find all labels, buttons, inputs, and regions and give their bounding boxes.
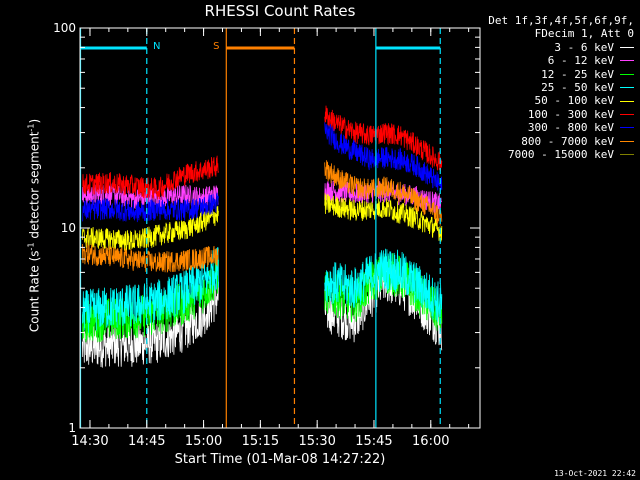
y-label-suffix: ) (27, 118, 42, 124)
y-tick-label: 100 (53, 21, 76, 35)
y-label-exponent-1: -1 (26, 242, 36, 251)
legend-swatch (620, 100, 634, 102)
marker-label-2: S (213, 41, 219, 52)
legend-label: 12 - 25 keV (541, 67, 614, 81)
y-tick-label: 1 (68, 421, 76, 435)
legend-item-7: 800 - 7000 keV (478, 135, 634, 148)
legend-swatch (620, 73, 634, 75)
legend-swatch (620, 114, 634, 116)
legend-item-4: 50 - 100 keV (478, 94, 634, 107)
y-label-middle: detector segment (27, 131, 42, 243)
legend: Det 1f,3f,4f,5f,6f,9f, FDecim 1, Att 0 3… (478, 14, 634, 161)
legend-header-line-2: FDecim 1, Att 0 (534, 27, 634, 41)
legend-header-line-1: Det 1f,3f,4f,5f,6f,9f, (488, 14, 634, 27)
legend-item-2: 12 - 25 keV (478, 68, 634, 81)
y-label-prefix: Count Rate (s (27, 250, 42, 333)
legend-item-0: 3 - 6 keV (478, 41, 634, 54)
legend-label: 800 - 7000 keV (521, 134, 614, 148)
legend-item-5: 100 - 300 keV (478, 108, 634, 121)
series-trace-5-1 (324, 105, 443, 172)
series-trace-4-0 (82, 205, 219, 252)
series-trace-7-0 (82, 242, 219, 273)
series-trace-6-0 (82, 192, 219, 223)
series-trace-6-1 (324, 122, 443, 191)
legend-label: 7000 - 15000 keV (508, 148, 614, 162)
legend-swatch (620, 47, 634, 49)
series-trace-4-1 (324, 193, 443, 242)
legend-item-3: 25 - 50 keV (478, 81, 634, 94)
series-trace-3-0 (82, 247, 219, 333)
x-tick-label: 15:45 (355, 434, 392, 449)
legend-item-6: 300 - 800 keV (478, 121, 634, 134)
series-trace-3-1 (324, 248, 443, 322)
y-tick-label: 10 (61, 221, 76, 235)
legend-item-1: 6 - 12 keV (478, 54, 634, 67)
chart-title: RHESSI Count Rates (204, 2, 356, 20)
render-timestamp: 13-Oct-2021 22:42 (554, 469, 636, 478)
legend-label: 3 - 6 keV (554, 40, 614, 54)
x-tick-label: 15:15 (242, 434, 279, 449)
legend-item-8: 7000 - 15000 keV (478, 148, 634, 161)
series-trace-7-1 (324, 160, 443, 226)
x-tick-label: 14:30 (71, 434, 108, 449)
legend-swatch (620, 154, 634, 156)
legend-label: 300 - 800 keV (527, 121, 614, 135)
y-label-exponent-2: -1 (26, 123, 36, 132)
x-tick-label: 15:30 (298, 434, 335, 449)
legend-label: 50 - 100 keV (534, 94, 614, 108)
legend-items: 3 - 6 keV 6 - 12 keV 12 - 25 keV 25 - 50 ke… (478, 41, 634, 162)
legend-label: 100 - 300 keV (527, 107, 614, 121)
legend-swatch (620, 60, 634, 62)
x-axis-label: Start Time (01-Mar-08 14:27:22) (174, 452, 386, 467)
x-tick-label: 16:00 (412, 434, 449, 449)
legend-label: 25 - 50 keV (541, 81, 614, 95)
marker-label-0: N (153, 41, 160, 52)
legend-swatch (620, 127, 634, 129)
y-axis-label: Count Rate (s-1 detector segment-1) (27, 91, 42, 361)
x-tick-label: 15:00 (185, 434, 222, 449)
x-tick-label: 14:45 (128, 434, 165, 449)
series-trace-5-0 (82, 155, 219, 200)
legend-label: 6 - 12 keV (547, 54, 614, 68)
legend-swatch (620, 140, 634, 142)
legend-swatch (620, 87, 634, 89)
